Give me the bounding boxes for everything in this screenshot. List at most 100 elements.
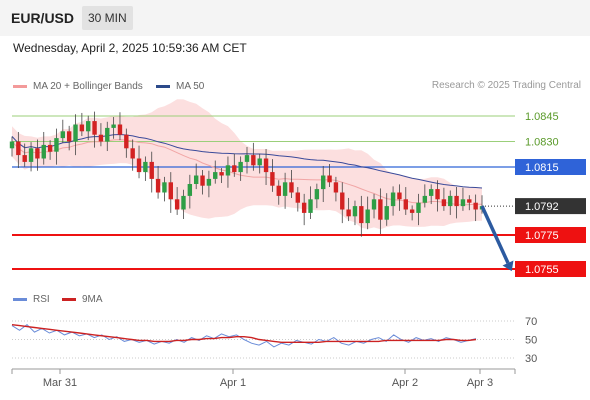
candle-body [257, 158, 262, 166]
support-label: 1.0755 [525, 264, 559, 276]
candle-body [251, 155, 256, 166]
candle-body [422, 195, 428, 203]
rsi-tick-label: 50 [525, 335, 537, 347]
candle-body [73, 124, 78, 142]
pivot-label: 1.0815 [525, 162, 559, 174]
rsi-ma-line [11, 324, 477, 343]
candle-body [352, 206, 358, 217]
candle-body [397, 192, 402, 200]
candle-body [232, 165, 237, 173]
candle-body [98, 134, 104, 142]
x-tick-label: Mar 31 [43, 377, 77, 389]
support-label: 1.0775 [525, 230, 559, 242]
candle-body [454, 195, 459, 207]
support-tag [515, 227, 586, 243]
candle-body [213, 172, 218, 179]
candle-body [441, 199, 447, 207]
candle-body [143, 161, 148, 173]
candle-body [346, 209, 351, 217]
candle-body [270, 172, 275, 186]
legend-ma50-label: MA 50 [176, 81, 205, 92]
legend-rsi-label: RSI [33, 294, 50, 305]
candle-body [111, 124, 116, 128]
candle-body [9, 141, 15, 149]
candle-body [359, 206, 364, 224]
candle-body [340, 192, 345, 210]
candle-body [327, 175, 332, 183]
legend-rsi-ma-label: 9MA [82, 294, 103, 305]
resistance-label: 1.0845 [525, 111, 559, 123]
candle-body [41, 144, 46, 159]
instrument-title: EUR/USD [11, 10, 75, 26]
candle-body [244, 155, 250, 162]
timeframe-button[interactable]: 30 MIN [82, 6, 133, 30]
candle-body [105, 127, 110, 142]
pivot-tag [515, 159, 586, 175]
candle-body [206, 178, 212, 186]
candle-body [365, 209, 370, 224]
candle-body [403, 199, 408, 210]
candle-body [225, 165, 231, 176]
candle-body [66, 131, 72, 142]
rsi-tick-label: 70 [525, 316, 537, 328]
candle-body [276, 185, 281, 196]
candle-body [193, 175, 199, 184]
copyright-text: Research © 2025 Trading Central [431, 80, 581, 91]
candle-body [371, 199, 377, 210]
x-tick-label: Apr 1 [220, 377, 246, 389]
forecast-arrow-head-icon [502, 260, 514, 272]
candle-body [295, 192, 301, 203]
candle-body [28, 148, 34, 162]
candle-body [187, 184, 193, 196]
candle-body [416, 202, 421, 213]
last-price-tag [515, 198, 586, 215]
candle-body [219, 172, 224, 176]
candle-body [47, 144, 53, 152]
candle-body [35, 148, 40, 159]
candle-body [86, 121, 91, 132]
chart-header: EUR/USD 30 MIN [0, 0, 590, 36]
candle-body [460, 199, 466, 207]
candle-body [60, 131, 66, 139]
rsi-swatch-icon [13, 297, 27, 301]
candle-body [384, 206, 389, 220]
x-tick-label: Apr 2 [392, 377, 418, 389]
candle-body [301, 202, 307, 213]
last-price-label: 1.0792 [525, 201, 559, 213]
candle-body [22, 155, 27, 162]
candle-body [333, 182, 339, 193]
candle-body [282, 182, 288, 196]
candle-body [467, 199, 472, 203]
legend-rsi: RSI [13, 294, 50, 305]
candle-body [181, 195, 186, 210]
legend-bollinger: MA 20 + Bollinger Bands [13, 81, 143, 92]
candle-body [435, 189, 440, 200]
candle-body [308, 199, 313, 213]
candle-body [378, 199, 383, 220]
rsi-ma-swatch-icon [62, 297, 76, 301]
legend-rsi-ma: 9MA [62, 294, 103, 305]
legend-ma50: MA 50 [156, 81, 204, 92]
ma50-swatch-icon [156, 84, 170, 88]
candle-body [117, 124, 123, 135]
candle-body [162, 182, 167, 193]
candle-body [92, 121, 97, 135]
candle-body [130, 148, 135, 159]
legend-bollinger-label: MA 20 + Bollinger Bands [33, 81, 143, 92]
rsi-tick-label: 30 [525, 353, 537, 365]
candle-body [409, 209, 415, 213]
candle-body [124, 134, 129, 149]
timestamp-text: Wednesday, April 2, 2025 10:59:36 AM CET [13, 41, 247, 55]
support-tag [515, 261, 586, 277]
candle-body [174, 199, 180, 210]
candle-body [149, 161, 154, 179]
candle-body [79, 124, 85, 132]
candle-body [314, 189, 320, 200]
forecast-arrow-line [480, 205, 510, 264]
candle-body [263, 158, 269, 173]
candle-body [473, 202, 478, 210]
candle-body [238, 161, 243, 173]
candle-body [54, 138, 59, 152]
candle-body [390, 192, 396, 207]
